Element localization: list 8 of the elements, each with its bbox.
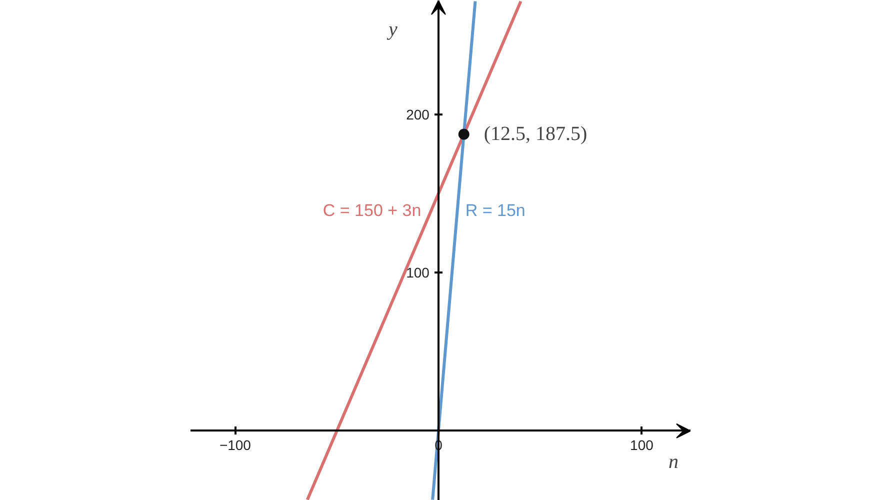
series-label: R = 15n [465, 201, 526, 220]
x-axis-title: n [668, 450, 678, 473]
y-axis-title: y [386, 18, 398, 40]
y-tick-label: 200 [406, 106, 430, 122]
annotation: (12.5, 187.5) [484, 123, 588, 146]
x-tick-label: −100 [219, 436, 252, 453]
series-label: C = 150 + 3n [322, 201, 422, 220]
x-tick-label: 100 [630, 436, 654, 453]
